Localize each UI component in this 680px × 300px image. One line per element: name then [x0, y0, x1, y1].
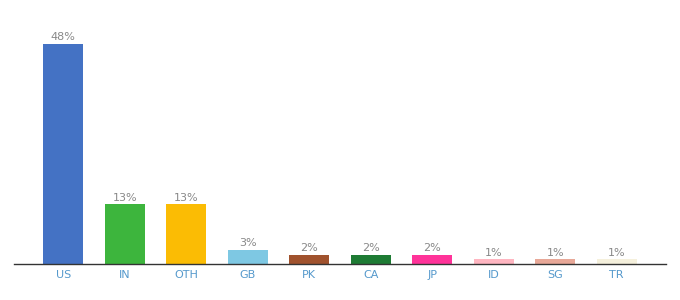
Text: 2%: 2%: [362, 243, 379, 253]
Text: 13%: 13%: [112, 193, 137, 202]
Bar: [289, 255, 329, 264]
Bar: [535, 260, 575, 264]
Text: 1%: 1%: [547, 248, 564, 258]
Bar: [228, 250, 268, 264]
Text: 1%: 1%: [485, 248, 503, 258]
Bar: [412, 255, 452, 264]
Text: 2%: 2%: [424, 243, 441, 253]
Text: 48%: 48%: [51, 32, 75, 42]
Bar: [597, 260, 636, 264]
Bar: [167, 204, 206, 264]
Bar: [105, 204, 145, 264]
Text: 1%: 1%: [608, 248, 626, 258]
Bar: [351, 255, 391, 264]
Text: 3%: 3%: [239, 238, 256, 248]
Bar: [44, 44, 83, 264]
Text: 13%: 13%: [174, 193, 199, 202]
Text: 2%: 2%: [301, 243, 318, 253]
Bar: [474, 260, 513, 264]
